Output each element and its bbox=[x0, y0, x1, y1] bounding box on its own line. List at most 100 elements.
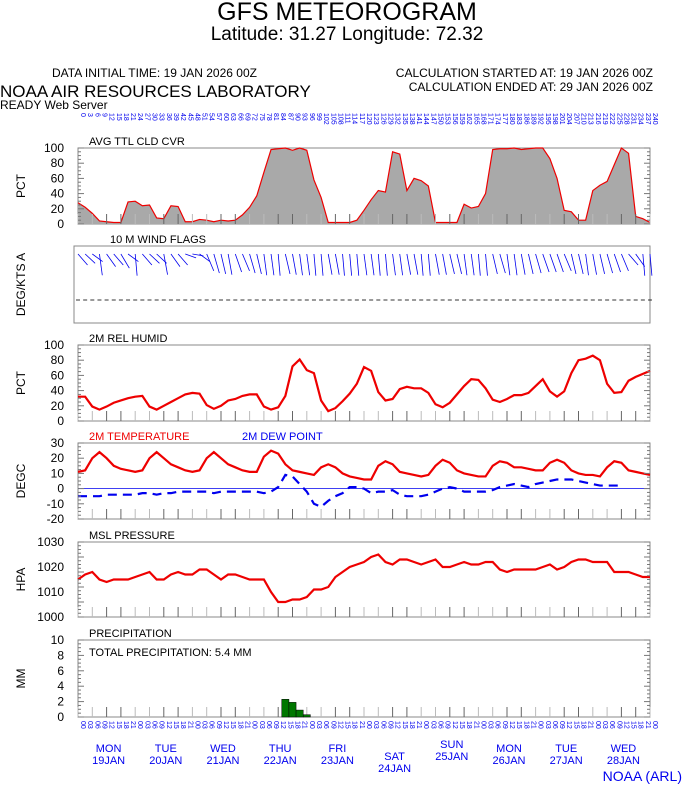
wind-barb bbox=[349, 253, 353, 276]
forecast-hour-label: 9 bbox=[100, 113, 107, 117]
date-label: 23JAN bbox=[321, 755, 354, 767]
utc-hour-label: 09 bbox=[386, 721, 393, 729]
utc-hour-label: 06 bbox=[608, 721, 615, 729]
y-tick-label: 80 bbox=[51, 353, 65, 367]
forecast-hour-label: 186 bbox=[522, 113, 529, 125]
forecast-hour-label: 183 bbox=[515, 113, 522, 125]
day-of-week-label: TUE bbox=[555, 743, 577, 755]
precip-bar bbox=[281, 699, 290, 718]
wind-barb bbox=[327, 253, 333, 275]
utc-hour-label: 15 bbox=[344, 721, 351, 729]
forecast-hour-label: 42 bbox=[179, 113, 186, 121]
panel-title-wind: 10 M WIND FLAGS bbox=[110, 234, 206, 246]
forecast-hour-label: 36 bbox=[165, 113, 172, 121]
utc-hour-label: 15 bbox=[630, 721, 637, 729]
utc-hour-label: 15 bbox=[401, 721, 408, 729]
wind-barb bbox=[642, 253, 646, 276]
wind-barb bbox=[549, 253, 557, 273]
y-tick-label: 0 bbox=[57, 482, 64, 496]
utc-hour-label: 09 bbox=[444, 721, 451, 729]
wind-barb bbox=[499, 253, 506, 274]
wind-barb bbox=[356, 253, 360, 276]
utc-hour-label: 12 bbox=[622, 721, 629, 729]
data-initial-time: DATA INITIAL TIME: 19 JAN 2026 00Z bbox=[52, 66, 257, 80]
utc-hour-label: 18 bbox=[580, 721, 587, 729]
day-of-week-label: MON bbox=[96, 743, 122, 755]
utc-hour-label: 00 bbox=[365, 721, 372, 729]
forecast-hour-label: 195 bbox=[544, 113, 551, 125]
utc-hour-label: 00 bbox=[651, 721, 658, 729]
utc-hour-label: 21 bbox=[243, 721, 250, 729]
utc-hour-label: 06 bbox=[379, 721, 386, 729]
total-precip-annotation: TOTAL PRECIPITATION: 5.4 MM bbox=[89, 647, 252, 659]
forecast-hour-label: 135 bbox=[401, 113, 408, 125]
wind-barb bbox=[606, 253, 613, 274]
day-of-week-label: WED bbox=[210, 743, 236, 755]
date-label: 24JAN bbox=[378, 763, 411, 775]
wind-barb bbox=[213, 253, 220, 274]
forecast-hour-label: 162 bbox=[465, 113, 472, 125]
y-tick-label: 1030 bbox=[37, 535, 64, 549]
wind-barb bbox=[84, 253, 96, 264]
wind-barb bbox=[199, 253, 211, 262]
wind-barb bbox=[113, 253, 124, 266]
forecast-hour-label: 30 bbox=[151, 113, 158, 121]
utc-hour-label: 09 bbox=[272, 721, 279, 729]
forecast-hour-label: 114 bbox=[351, 113, 358, 124]
day-of-week-label: SUN bbox=[440, 739, 463, 751]
forecast-hour-label: 231 bbox=[630, 113, 637, 125]
wind-barb bbox=[249, 253, 256, 274]
y-tick-label: 20 bbox=[51, 399, 65, 413]
forecast-hour-label: 120 bbox=[365, 113, 372, 125]
server-name: READY Web Server bbox=[0, 98, 108, 112]
y-axis-label: PCT bbox=[14, 173, 28, 198]
utc-hour-label: 18 bbox=[122, 721, 129, 729]
forecast-hour-label: 117 bbox=[358, 113, 365, 124]
y-tick-label: 60 bbox=[51, 368, 65, 382]
panel-title-dewpoint: 2M DEW POINT bbox=[242, 431, 323, 443]
wind-barb bbox=[320, 253, 324, 276]
forecast-hour-label: 60 bbox=[222, 113, 229, 121]
y-tick-label: 40 bbox=[51, 384, 65, 398]
forecast-hour-label: 201 bbox=[558, 113, 565, 125]
utc-hour-label: 06 bbox=[151, 721, 158, 729]
forecast-hour-label: 0 bbox=[79, 113, 86, 117]
y-tick-label: 20 bbox=[51, 451, 65, 465]
utc-hour-label: 09 bbox=[329, 721, 336, 729]
wind-barb bbox=[185, 253, 197, 259]
utc-hour-label: 15 bbox=[115, 721, 122, 729]
utc-hour-label: 21 bbox=[529, 721, 536, 729]
wind-barb bbox=[528, 253, 534, 275]
footer-credit: NOAA (ARL) bbox=[602, 768, 682, 784]
utc-hour-label: 03 bbox=[315, 721, 322, 729]
forecast-hour-label: 51 bbox=[201, 113, 208, 121]
forecast-hour-label: 3 bbox=[86, 113, 93, 117]
date-label: 20JAN bbox=[149, 755, 182, 767]
wind-barb bbox=[284, 253, 291, 275]
forecast-hour-label: 138 bbox=[408, 113, 415, 125]
y-tick-label: 4 bbox=[57, 679, 64, 693]
panel-title-rh: 2M REL HUMID bbox=[89, 333, 167, 345]
wind-barb bbox=[106, 253, 116, 267]
y-tick-label: 20 bbox=[51, 202, 65, 216]
forecast-hour-label: 66 bbox=[236, 113, 243, 121]
forecast-hour-label: 57 bbox=[215, 113, 222, 121]
forecast-hour-label: 78 bbox=[265, 113, 272, 121]
utc-hour-label: 00 bbox=[594, 721, 601, 729]
forecast-hour-label: 240 bbox=[651, 113, 658, 125]
wind-barb bbox=[206, 253, 215, 272]
utc-hour-label: 18 bbox=[408, 721, 415, 729]
forecast-hour-label: 144 bbox=[422, 113, 429, 125]
utc-hour-label: 06 bbox=[437, 721, 444, 729]
utc-hour-label: 15 bbox=[458, 721, 465, 729]
forecast-hour-label: 237 bbox=[644, 113, 651, 125]
y-tick-label: 2 bbox=[57, 695, 64, 709]
utc-hour-label: 00 bbox=[537, 721, 544, 729]
wind-barb bbox=[92, 253, 103, 262]
panel-frame bbox=[77, 442, 651, 520]
forecast-hour-label: 18 bbox=[122, 113, 129, 121]
wind-barb bbox=[556, 253, 564, 273]
utc-hour-label: 09 bbox=[100, 721, 107, 729]
forecast-hour-label: 210 bbox=[580, 113, 587, 125]
utc-hour-label: 12 bbox=[336, 721, 343, 729]
